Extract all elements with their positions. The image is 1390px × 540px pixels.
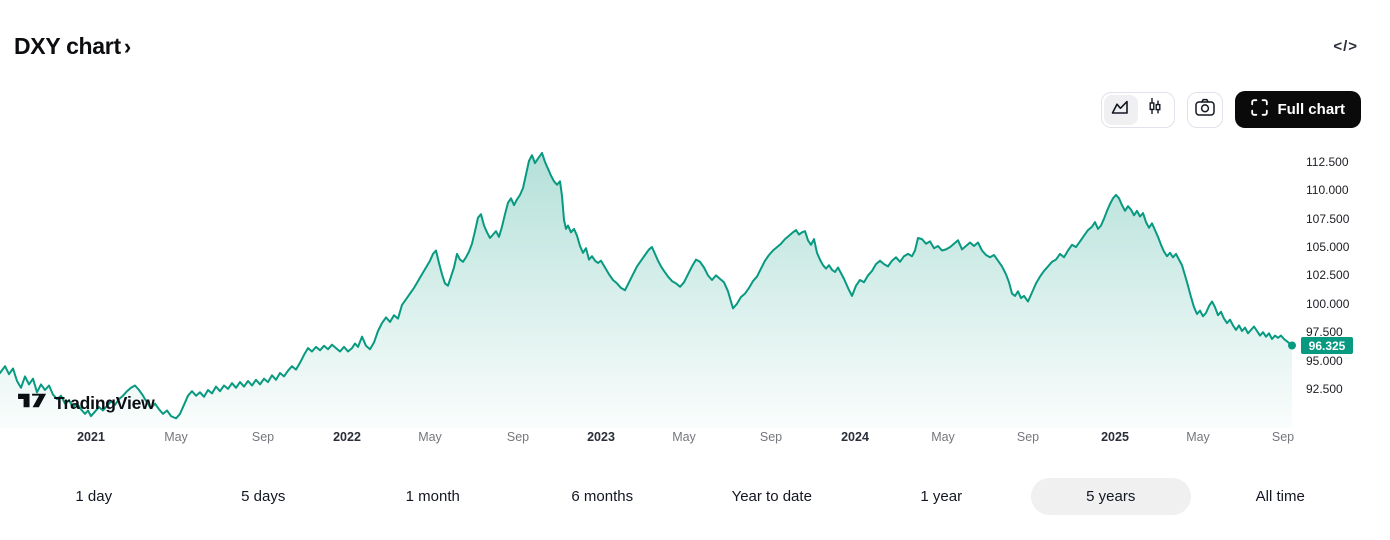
area-chart-icon — [1111, 99, 1131, 120]
range-cell: 1 day — [9, 477, 179, 515]
range-cell: 5 days — [179, 477, 349, 515]
chevron-right-icon: › — [123, 33, 132, 59]
price-tick-label: 92.500 — [1306, 382, 1343, 396]
time-axis[interactable]: 2021 May Sep 2022 May Sep 2023 May Sep 2024 May Sep… — [0, 430, 1300, 446]
price-tick-label: 102.500 — [1306, 268, 1350, 282]
range-cell: 5 years — [1026, 477, 1196, 515]
full-chart-button[interactable]: Full chart — [1235, 91, 1361, 128]
range-selector: 1 day 5 days 1 month 6 months Year to date 1 … — [9, 477, 1365, 515]
camera-icon — [1195, 98, 1216, 121]
time-tick-year: 2022 — [333, 430, 361, 444]
price-tick-label: 95.000 — [1306, 354, 1343, 368]
page-title[interactable]: DXY chart › — [14, 33, 131, 60]
last-price-dot — [1288, 341, 1296, 350]
price-line — [0, 151, 1293, 420]
current-price-badge: 96.325 — [1301, 337, 1353, 354]
range-cell: 6 months — [518, 477, 688, 515]
range-button-5-days[interactable]: 5 days — [183, 478, 343, 515]
time-tick-month: Sep — [506, 430, 530, 444]
price-tick-label: 112.500 — [1306, 155, 1349, 169]
price-chart[interactable] — [0, 140, 1296, 428]
time-tick-month: Sep — [251, 430, 275, 444]
price-axis[interactable]: 112.500 110.000 107.500 105.000 102.500 100.0… — [1300, 140, 1390, 440]
fullscreen-icon — [1251, 99, 1269, 120]
candlestick-icon — [1148, 97, 1162, 122]
area-chart-svg — [0, 151, 1296, 428]
price-tick-label: 107.500 — [1306, 212, 1350, 226]
tradingview-logo[interactable]: TradingView — [18, 392, 155, 414]
price-tick-label: 105.000 — [1306, 240, 1350, 254]
full-chart-label: Full chart — [1277, 101, 1345, 118]
price-tick-label: 110.000 — [1306, 183, 1349, 197]
time-tick-month: Sep — [1271, 430, 1295, 444]
range-button-1-day[interactable]: 1 day — [14, 478, 174, 515]
range-button-6-months[interactable]: 6 months — [522, 478, 682, 515]
range-button-1-month[interactable]: 1 month — [353, 478, 513, 515]
range-button-all-time[interactable]: All time — [1200, 478, 1360, 515]
candlestick-chart-type-button[interactable] — [1138, 95, 1172, 125]
range-button-1-year[interactable]: 1 year — [861, 478, 1021, 515]
time-tick-month: Sep — [1016, 430, 1040, 444]
tradingview-logomark-icon — [18, 392, 47, 414]
range-cell: All time — [1196, 477, 1366, 515]
time-tick-month: May — [164, 430, 188, 444]
snapshot-button[interactable] — [1187, 91, 1224, 128]
symbol-title: DXY chart — [14, 33, 121, 59]
time-tick-month: Sep — [759, 430, 783, 444]
time-tick-month: May — [672, 430, 696, 444]
time-tick-year: 2021 — [77, 430, 105, 444]
time-tick-year: 2024 — [841, 430, 869, 444]
time-tick-month: May — [1186, 430, 1210, 444]
area-chart-type-button[interactable] — [1104, 94, 1139, 125]
area-fill — [0, 152, 1292, 428]
time-tick-year: 2023 — [587, 430, 615, 444]
range-button-year-to-date[interactable]: Year to date — [692, 478, 852, 515]
range-cell: 1 year — [857, 477, 1027, 515]
chart-toolbar: Full chart — [1101, 91, 1361, 128]
time-tick-year: 2025 — [1101, 430, 1129, 444]
time-tick-month: May — [931, 430, 955, 444]
tradingview-logo-text: TradingView — [54, 392, 155, 413]
range-button-5-years[interactable]: 5 years — [1030, 477, 1191, 515]
range-cell: Year to date — [687, 477, 857, 515]
chart-type-segmented-control — [1101, 91, 1176, 128]
time-tick-month: May — [418, 430, 442, 444]
embed-code-icon[interactable]: </> — [1333, 38, 1358, 55]
range-cell: 1 month — [348, 477, 518, 515]
price-tick-label: 100.000 — [1306, 297, 1350, 311]
price-tick-label: 97.500 — [1306, 325, 1343, 339]
